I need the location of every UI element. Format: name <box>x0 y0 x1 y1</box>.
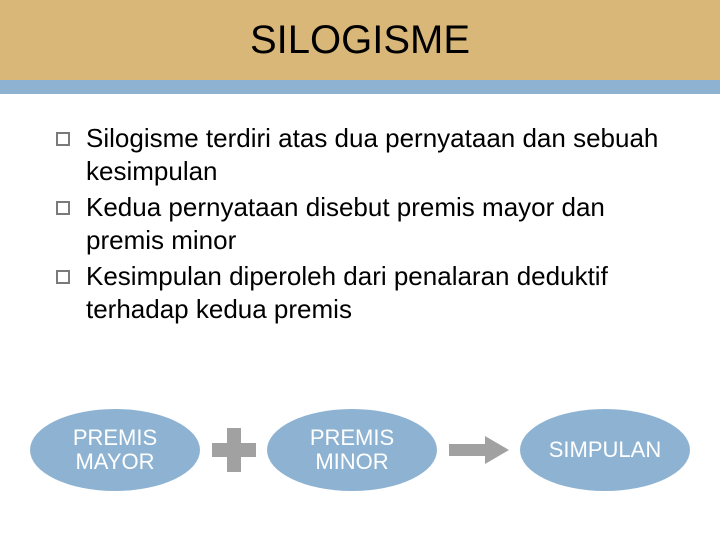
list-item: Kesimpulan diperoleh dari penalaran dedu… <box>56 260 680 325</box>
bullet-text: Kedua pernyataan disebut premis mayor da… <box>86 191 680 256</box>
bullet-list: Silogisme terdiri atas dua pernyataan da… <box>56 122 680 325</box>
slide-title: SILOGISME <box>250 18 470 63</box>
bullet-text: Silogisme terdiri atas dua pernyataan da… <box>86 122 680 187</box>
bullet-text: Kesimpulan diperoleh dari penalaran dedu… <box>86 260 680 325</box>
plus-icon <box>212 428 256 472</box>
list-item: Silogisme terdiri atas dua pernyataan da… <box>56 122 680 187</box>
bullet-box-icon <box>56 201 70 215</box>
node-label: PREMISMAYOR <box>73 426 157 474</box>
premis-mayor-node: PREMISMAYOR <box>30 409 200 491</box>
arrow-shape <box>449 436 509 464</box>
list-item: Kedua pernyataan disebut premis mayor da… <box>56 191 680 256</box>
bullet-box-icon <box>56 132 70 146</box>
bullet-box-icon <box>56 270 70 284</box>
accent-bar <box>0 80 720 94</box>
title-bar: SILOGISME <box>0 0 720 80</box>
arrow-icon <box>449 434 509 466</box>
simpulan-node: SIMPULAN <box>520 409 690 491</box>
content-area: Silogisme terdiri atas dua pernyataan da… <box>0 94 720 325</box>
node-label: SIMPULAN <box>549 438 661 462</box>
node-label: PREMISMINOR <box>310 426 394 474</box>
premis-minor-node: PREMISMINOR <box>267 409 437 491</box>
flow-diagram: PREMISMAYOR PREMISMINOR SIMPULAN <box>30 400 690 500</box>
